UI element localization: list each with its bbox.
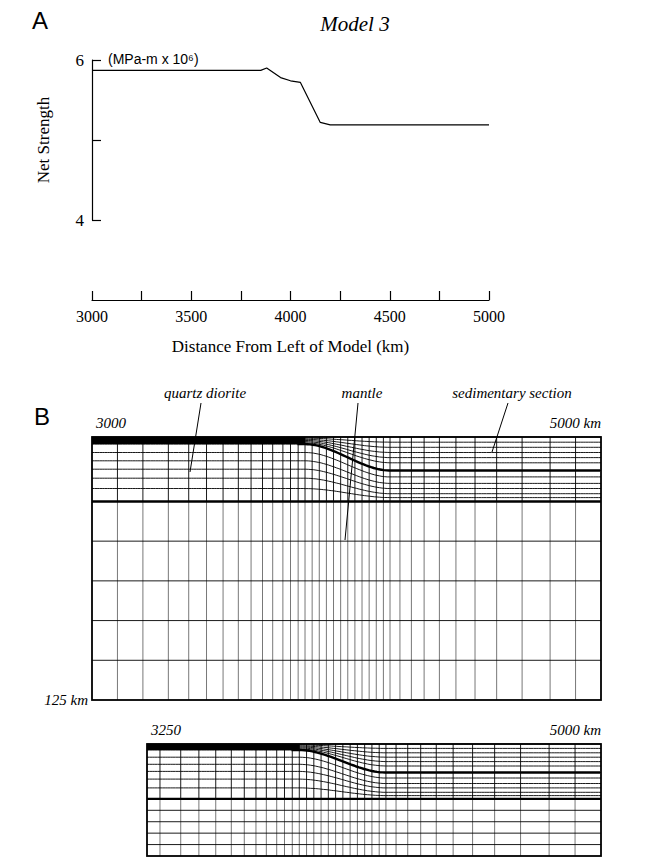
svg-text:4000: 4000 (275, 308, 307, 325)
svg-text:6: 6 (76, 51, 85, 70)
svg-text:A: A (32, 7, 48, 34)
svg-text:3000: 3000 (95, 415, 127, 431)
svg-text:4: 4 (76, 211, 85, 230)
svg-text:quartz diorite: quartz diorite (164, 385, 246, 401)
svg-text:3250: 3250 (150, 722, 182, 738)
svg-text:4500: 4500 (374, 308, 406, 325)
svg-text:5000: 5000 (473, 308, 505, 325)
svg-text:Distance From Left of Model (k: Distance From Left of Model (km) (172, 337, 409, 356)
svg-text:B: B (34, 403, 50, 430)
svg-text:sedimentary section: sedimentary section (452, 385, 572, 401)
svg-text:Model 3: Model 3 (319, 12, 389, 36)
svg-text:125 km: 125 km (44, 692, 88, 708)
svg-text:mantle: mantle (342, 385, 383, 401)
svg-text:5000 km: 5000 km (550, 415, 601, 431)
svg-text:3500: 3500 (175, 308, 207, 325)
svg-text:5000 km: 5000 km (550, 722, 601, 738)
svg-text:(MPa-m x 10⁶): (MPa-m x 10⁶) (108, 51, 199, 67)
svg-text:Net Strength: Net Strength (34, 96, 53, 183)
svg-text:3000: 3000 (76, 308, 108, 325)
